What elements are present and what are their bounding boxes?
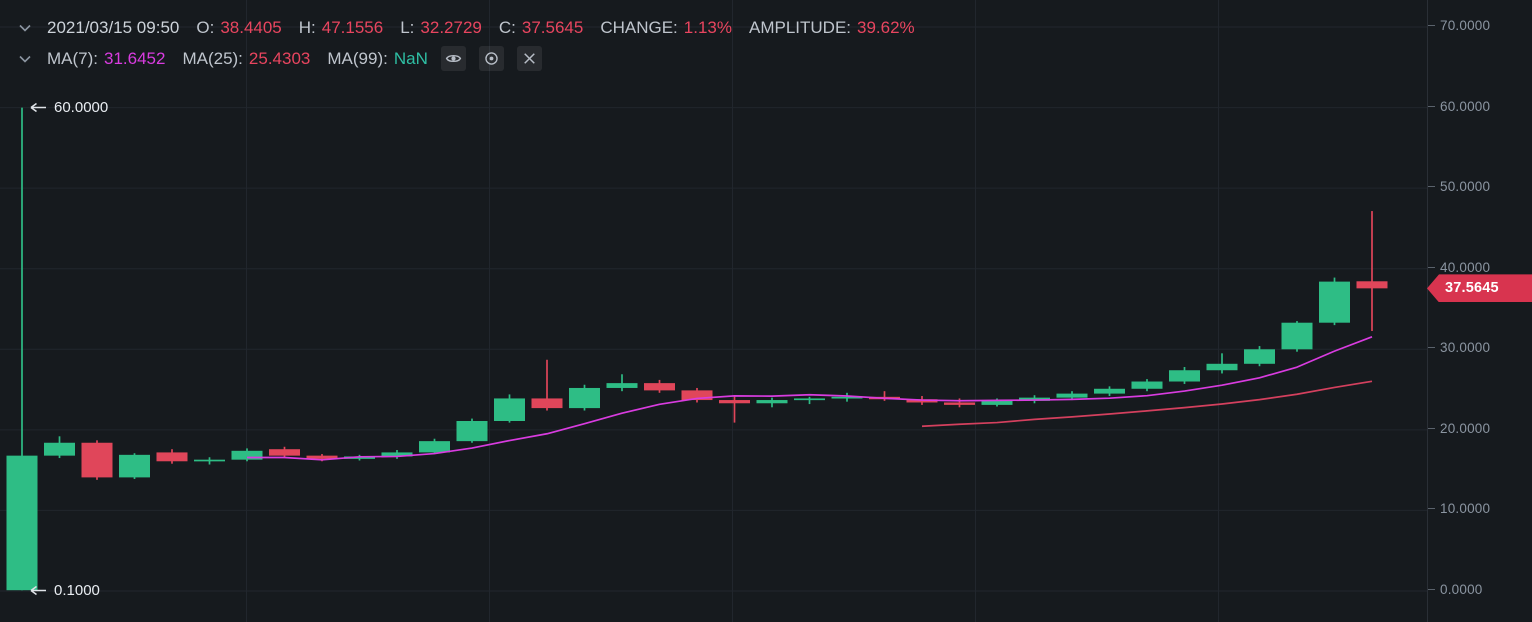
amplitude-value: 39.62% <box>857 17 915 37</box>
axis-tick-label: 20.0000 <box>1428 421 1490 436</box>
axis-tick-mark <box>1428 266 1435 268</box>
change-label: CHANGE: <box>600 17 678 37</box>
ma25-label: MA(25): <box>182 48 243 68</box>
last-price-value: 37.5645 <box>1445 280 1499 297</box>
ma7-value: 31.6452 <box>104 48 166 68</box>
left-arrow-icon <box>30 102 46 113</box>
chart-header: 2021/03/15 09:50 O: 38.4405 H: 47.1556 L… <box>16 12 915 74</box>
close-label: C: <box>498 17 516 37</box>
chevron-down-icon[interactable] <box>16 19 34 37</box>
axis-tick-label: 70.0000 <box>1428 18 1490 33</box>
low-label: L: <box>400 17 415 37</box>
axis-tick-mark <box>1428 25 1435 26</box>
axis-tick-mark <box>1428 105 1435 107</box>
high-label: H: <box>298 17 316 37</box>
amplitude-field: AMPLITUDE: 39.62% <box>749 18 915 38</box>
annotation-text: 0.1000 <box>54 581 100 599</box>
axis-tick-mark <box>1428 427 1435 429</box>
axis-tick-label: 50.0000 <box>1428 179 1490 194</box>
ma99-field: MA(99): NaN <box>327 49 427 69</box>
axis-tick-label: 10.0000 <box>1428 501 1490 516</box>
open-label: O: <box>196 17 215 37</box>
open-value: 38.4405 <box>220 17 282 37</box>
ma7-field: MA(7): 31.6452 <box>47 49 165 69</box>
axis-tick-mark <box>1428 186 1435 188</box>
axis-tick-label: 30.0000 <box>1428 340 1490 355</box>
low-field: L: 32.2729 <box>400 18 482 38</box>
high-price-annotation: 60.0000 <box>28 99 108 116</box>
close-icon <box>524 53 535 64</box>
close-value: 37.5645 <box>521 17 584 37</box>
eye-icon <box>445 54 462 63</box>
price-axis[interactable]: 70.0000 60.0000 50.0000 40.0000 30.0000 20.00… <box>1427 0 1532 622</box>
low-value: 32.2729 <box>420 17 482 37</box>
axis-tick-label: 0.0000 <box>1428 582 1483 597</box>
left-arrow-icon <box>30 585 46 595</box>
change-field: CHANGE: 1.13% <box>600 18 732 38</box>
ma25-value: 25.4303 <box>248 48 311 68</box>
high-value: 47.1556 <box>321 17 384 37</box>
amplitude-label: AMPLITUDE: <box>748 17 852 37</box>
chevron-down-icon[interactable] <box>16 50 34 68</box>
axis-tick-mark <box>1428 589 1435 590</box>
axis-tick-label: 60.0000 <box>1428 99 1490 114</box>
indicator-settings-button[interactable] <box>478 46 504 71</box>
axis-tick-label: 40.0000 <box>1428 260 1490 275</box>
ma25-field: MA(25): 25.4303 <box>182 49 310 69</box>
open-field: O: 38.4405 <box>196 18 281 38</box>
close-field: C: 37.5645 <box>499 18 583 38</box>
ma99-value: NaN <box>393 48 428 68</box>
ohlc-info-bar: 2021/03/15 09:50 O: 38.4405 H: 47.1556 L… <box>16 12 915 43</box>
visibility-toggle-button[interactable] <box>440 46 466 71</box>
ma7-label: MA(7): <box>47 48 98 68</box>
settings-icon <box>485 52 498 65</box>
low-price-annotation: 0.1000 <box>28 582 100 599</box>
axis-tick-mark <box>1428 508 1435 510</box>
axis-tick-mark <box>1428 347 1435 349</box>
candle-datetime: 2021/03/15 09:50 <box>47 17 180 37</box>
high-field: H: 47.1556 <box>299 18 383 38</box>
change-value: 1.13% <box>683 17 732 37</box>
last-price-tag: 37.5645 <box>1427 274 1532 303</box>
annotation-text: 60.0000 <box>54 99 109 117</box>
ma99-label: MA(99): <box>327 48 388 68</box>
remove-indicator-button[interactable] <box>516 46 542 71</box>
ma-indicator-bar: MA(7): 31.6452 MA(25): 25.4303 MA(99): N… <box>16 43 915 74</box>
